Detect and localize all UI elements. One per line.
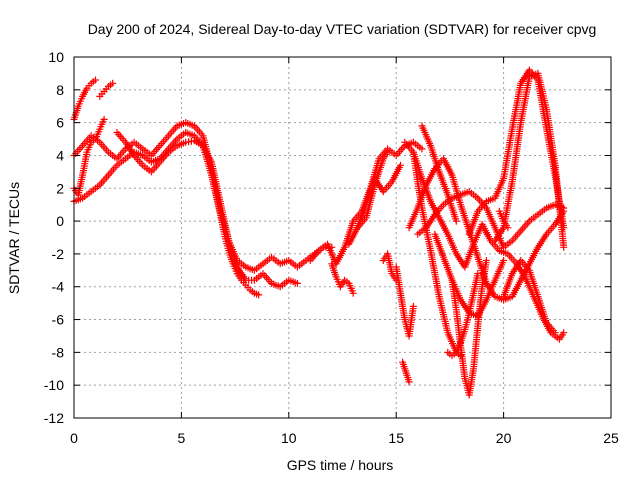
y-tick-label: 2 <box>56 180 64 196</box>
series-markers <box>115 131 299 290</box>
series-markers <box>399 360 412 384</box>
y-tick-label: 8 <box>56 82 64 98</box>
y-tick-label: -8 <box>52 344 65 360</box>
series-arc-7 <box>306 138 426 268</box>
series-markers <box>492 70 567 249</box>
series-markers <box>329 262 356 295</box>
series-markers <box>355 150 390 230</box>
series-arc-8 <box>328 260 357 297</box>
series-arc-21 <box>448 257 490 399</box>
series-arc-2 <box>70 76 99 123</box>
x-tick-label: 10 <box>281 430 297 446</box>
x-tick-label: 25 <box>603 430 619 446</box>
data-marks <box>70 66 568 399</box>
series-arc-12 <box>392 263 417 340</box>
series-arc-10 <box>354 148 392 232</box>
series-markers <box>381 252 399 282</box>
series-markers <box>71 118 107 197</box>
x-tick-label: 5 <box>178 430 186 446</box>
series-arc-15 <box>405 155 568 304</box>
y-tick-label: -2 <box>52 246 65 262</box>
series-markers <box>393 265 417 338</box>
y-tick-label: -6 <box>52 312 65 328</box>
series-arc-6 <box>113 129 301 291</box>
y-tick-label: 0 <box>56 213 64 229</box>
series-markers <box>419 124 460 223</box>
y-tick-label: 4 <box>56 147 64 163</box>
chart-title: Day 200 of 2024, Sidereal Day-to-day VTE… <box>88 21 597 37</box>
series-markers <box>98 81 114 98</box>
grid-layer <box>74 57 611 418</box>
series-markers <box>500 258 557 335</box>
series-arc-11 <box>379 250 400 284</box>
series-arc-23 <box>491 69 568 251</box>
x-tick-label: 0 <box>70 430 78 446</box>
series-arc-18 <box>418 122 460 225</box>
axis-ticks: 0 5 10 15 20 25 -12 -10 -8 -6 -4 -2 0 2 4 6 8 10 <box>44 49 619 446</box>
series-arc-13 <box>399 358 413 386</box>
x-tick-label: 15 <box>388 430 404 446</box>
series-arc-24 <box>495 207 512 232</box>
x-tick-label: 20 <box>496 430 512 446</box>
y-tick-label: -4 <box>52 279 65 295</box>
series-arc-3 <box>96 79 117 100</box>
y-tick-label: -12 <box>44 410 64 426</box>
series-arc-25 <box>500 257 559 337</box>
series-markers <box>71 78 97 121</box>
y-axis-label: SDTVAR / TECUs <box>6 182 22 294</box>
x-axis-label: GPS time / hours <box>287 457 394 473</box>
y-tick-label: -10 <box>44 377 64 393</box>
series-markers <box>410 150 462 358</box>
series-markers <box>448 259 490 397</box>
plot-frame <box>73 56 612 419</box>
y-tick-label: 10 <box>48 49 64 65</box>
y-tick-label: 6 <box>56 115 64 131</box>
series-markers <box>496 210 510 229</box>
series-markers <box>406 157 566 303</box>
